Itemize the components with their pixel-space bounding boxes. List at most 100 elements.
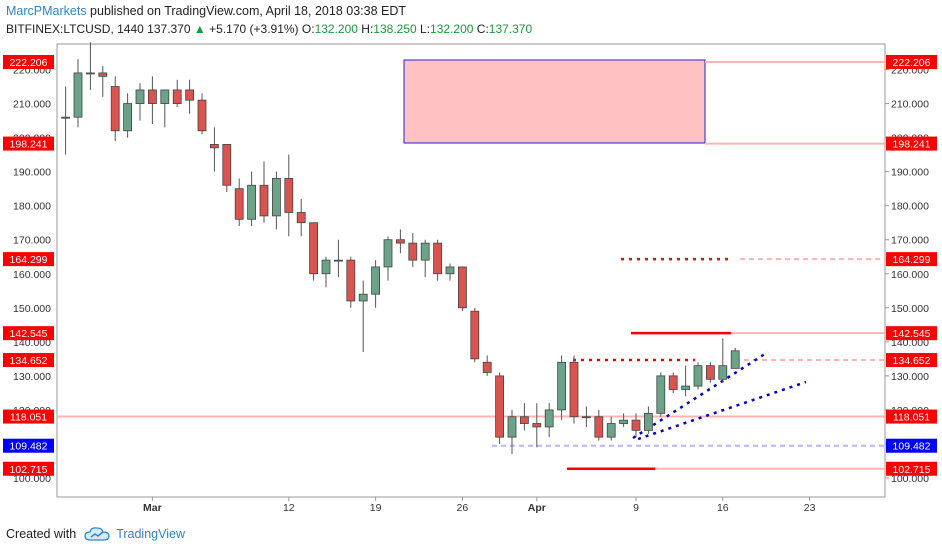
candle-body[interactable] [606,423,616,438]
y-tick-label: 150.000 [13,303,51,315]
level-label: 222.206 [10,57,48,69]
level-label-box [886,326,937,341]
trendline-lower[interactable] [637,380,807,441]
candle-body[interactable] [98,72,108,77]
level-label-box [3,252,54,267]
candle-body[interactable] [147,89,157,104]
symbol: BITFINEX:LTCUSD, 1440 [6,22,144,36]
candle-body[interactable] [296,212,306,224]
candle-body[interactable] [123,103,132,132]
level-label-box [886,136,937,151]
candle-body[interactable] [681,385,690,390]
candle-body[interactable] [309,222,319,275]
x-tick-label: 9 [633,502,639,514]
candle-body[interactable] [433,242,443,275]
candle-body[interactable] [86,72,95,75]
candle-body[interactable] [160,89,170,104]
y-tick-label: 130.000 [891,371,929,383]
candle-body[interactable] [594,416,604,438]
supply-zone[interactable] [403,59,706,144]
candle-body[interactable] [693,365,703,387]
level-label-box [886,252,937,267]
candle-body[interactable] [730,350,740,369]
candle-body[interactable] [197,99,207,132]
candle-body[interactable] [557,361,566,411]
candle-body[interactable] [222,144,232,186]
candle-body[interactable] [420,242,430,261]
candle-body[interactable] [135,89,145,104]
x-tick-label: 23 [804,502,816,514]
candle-body[interactable] [321,259,331,275]
candle-body[interactable] [619,419,628,424]
low-value: 132.200 [430,22,474,36]
level-label-box [886,353,937,368]
y-tick-label: 160.000 [891,269,929,281]
candle-body[interactable] [482,361,492,373]
candle-body[interactable] [706,365,715,380]
candle-body[interactable] [495,375,505,438]
y-tick-label: 130.000 [13,371,51,383]
author-link[interactable]: MarcPMarkets [6,4,87,18]
candle-body[interactable] [371,266,381,295]
candle-body[interactable] [445,266,455,275]
level-labels: 222.206 222.206 198.241 198.241 164.299 164.2… [3,55,937,476]
candle-body[interactable] [631,419,641,431]
x-tick-label: Mar [143,502,162,514]
trendline-upper[interactable] [632,350,769,440]
level-label-box [3,438,54,453]
candle-body[interactable] [234,188,244,220]
level-label: 118.051 [893,412,930,424]
tradingview-brand[interactable]: TradingView [116,527,185,541]
candle-body[interactable] [470,310,480,360]
candle-body[interactable] [457,266,467,309]
candle-body[interactable] [668,375,678,390]
candle-body[interactable] [383,239,393,268]
candle-body[interactable] [185,89,195,101]
candle-body[interactable] [395,239,405,244]
y-tick-label: 190.000 [13,167,51,179]
level-label: 102.715 [10,464,48,476]
y-tick-label: 170.000 [13,235,51,247]
open-value: 132.200 [314,22,358,36]
level-label: 134.652 [893,355,931,367]
candle-body[interactable] [247,184,257,220]
candle-body[interactable] [569,361,579,418]
level-label-box [886,409,937,424]
candle-body[interactable] [271,178,281,217]
level-label-box [3,55,54,70]
created-with-text: Created with [6,527,77,541]
y-tick-label: 180.000 [891,201,929,213]
x-tick-label: 26 [457,502,469,514]
level-label: 198.241 [893,139,931,151]
candle-body[interactable] [644,412,653,431]
candle-body[interactable] [718,365,728,380]
candle-body[interactable] [582,416,591,419]
last-price: 137.370 [147,22,191,36]
change-up-icon: ▲ [193,22,206,36]
close-value: 137.370 [488,22,533,36]
candle-body[interactable] [656,375,666,414]
y-tick-label: 160.000 [13,269,51,281]
candle-body[interactable] [284,178,294,213]
candle-body[interactable] [172,89,182,104]
candle-body[interactable] [532,423,542,428]
candle-body[interactable] [73,72,83,118]
candle-body[interactable] [209,144,219,149]
candle-body[interactable] [520,416,529,424]
candle-body[interactable] [544,409,554,428]
candle-body[interactable] [110,86,120,132]
level-label: 198.241 [10,139,48,151]
candle-body[interactable] [507,416,517,438]
candle-body[interactable] [259,184,269,217]
y-tick-label: 100.000 [13,473,51,485]
candle-body[interactable] [358,293,368,302]
candle-body[interactable] [408,242,418,261]
candle-body[interactable] [61,116,70,119]
high-label: H: [361,22,374,36]
level-label-box [886,438,937,453]
candle-body[interactable] [333,259,343,262]
tradingview-cloud-icon [84,527,110,541]
candle-body[interactable] [346,259,356,302]
level-label: 102.715 [893,464,931,476]
